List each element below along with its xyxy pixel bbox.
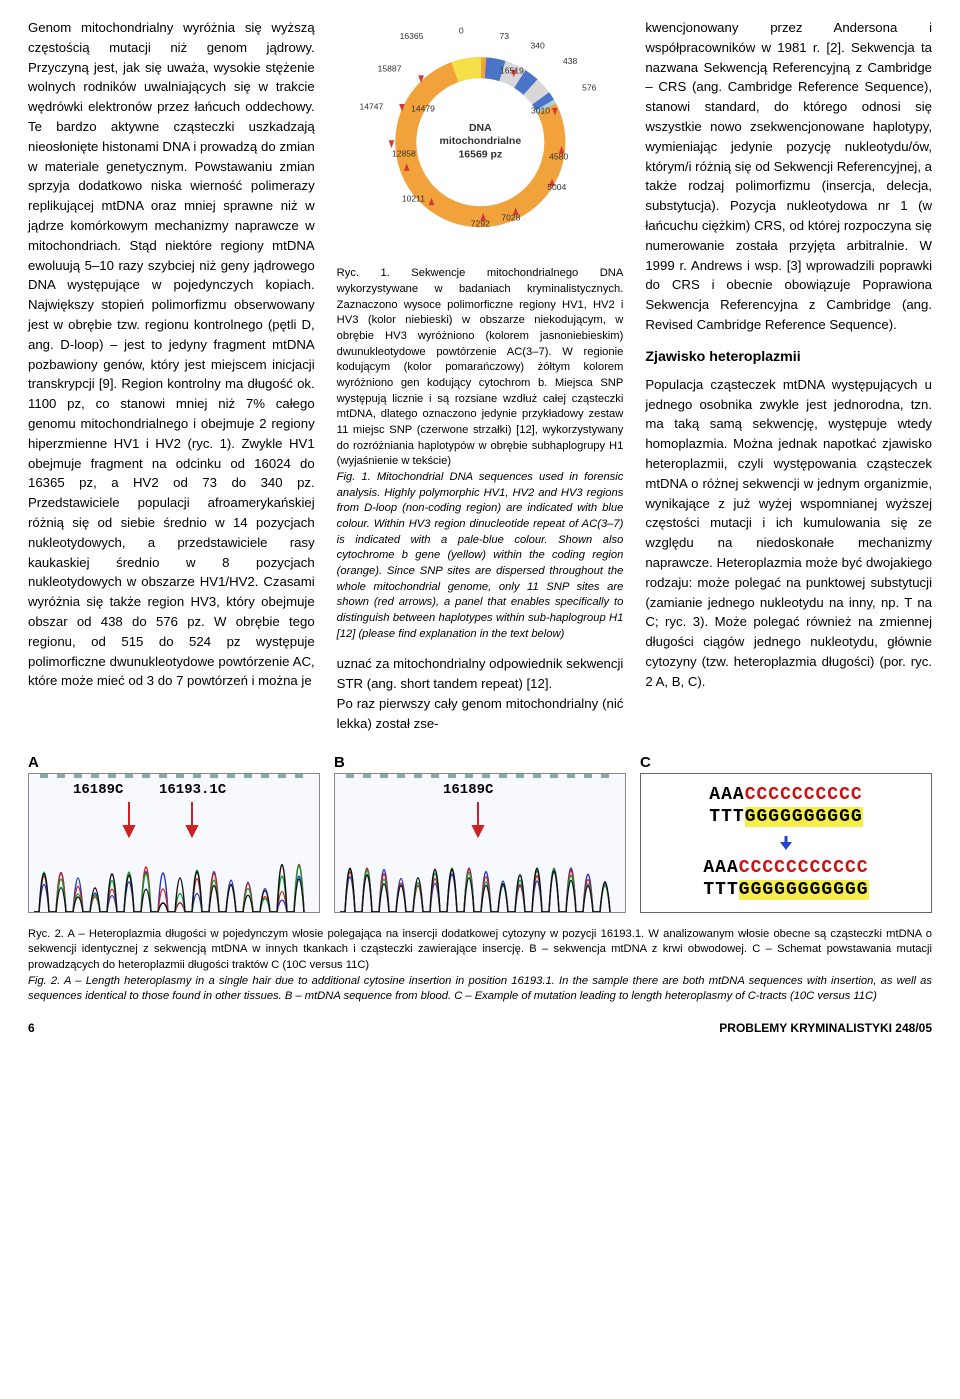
figure-2-caption: Ryc. 2. A – Heteroplazmia długości w poj… [28, 927, 932, 1005]
body-left: Genom mitochondrialny wyróżnia się wyższ… [28, 18, 315, 691]
svg-text:7292: 7292 [470, 218, 489, 228]
svg-text:0: 0 [459, 25, 464, 35]
svg-text:14747: 14747 [359, 102, 383, 112]
svg-text:15887: 15887 [377, 64, 401, 74]
figure-1-mtdna-ring: DNA mitochondrialne 16569 pz 16365 0 73 340… [337, 18, 624, 252]
svg-text:5004: 5004 [547, 182, 566, 192]
svg-text:16365: 16365 [399, 31, 423, 41]
panel-a-pos2: 16193.1C [159, 782, 226, 798]
figure-1-caption: Ryc. 1. Sekwencje mitochondrialnego DNA … [337, 266, 624, 642]
body-right-1: kwencjonowany przez Andersona i współpra… [645, 18, 932, 335]
chromatogram-b: 16189C [334, 773, 626, 913]
svg-text:340: 340 [530, 41, 545, 51]
tract-line-4: TTTGGGGGGGGGGG [703, 880, 868, 900]
panel-c-label: C [640, 754, 932, 771]
panel-a-pos1: 16189C [73, 782, 123, 798]
svg-text:16519: 16519 [500, 65, 524, 75]
ring-center-1: DNA [469, 122, 492, 134]
svg-text:438: 438 [563, 56, 578, 66]
panel-b-pos: 16189C [443, 782, 493, 798]
panel-a: A 16189C 16193.1C [28, 754, 320, 913]
middle-column: DNA mitochondrialne 16569 pz 16365 0 73 340… [337, 18, 624, 734]
heading-heteroplazmia: Zjawisko heteroplazmii [645, 349, 932, 365]
panel-b-label: B [334, 754, 626, 771]
tract-line-3: AAACCCCCCCCCCC [703, 858, 868, 878]
ring-center-2: mitochondrialne [439, 135, 521, 147]
svg-text:7028: 7028 [501, 213, 520, 223]
mtdna-ring-svg: DNA mitochondrialne 16569 pz 16365 0 73 340… [337, 18, 624, 247]
fig1-caption-en: Fig. 1. Mitochondrial DNA sequences used… [337, 471, 624, 640]
svg-text:4580: 4580 [549, 151, 568, 161]
body-mid: uznać za mitochondrialny odpowiednik sek… [337, 654, 624, 733]
svg-text:576: 576 [582, 83, 597, 93]
body-right-2: Populacja cząsteczek mtDNA występujących… [645, 375, 932, 692]
three-column-layout: Genom mitochondrialny wyróżnia się wyższ… [28, 18, 932, 734]
fig1-caption-pl: Ryc. 1. Sekwencje mitochondrialnego DNA … [337, 267, 624, 467]
svg-text:12858: 12858 [392, 149, 416, 159]
c-tracts-box: AAACCCCCCCCCC TTTGGGGGGGGGG AAACCCCCCCCC… [640, 773, 932, 913]
chromatogram-a: 16189C 16193.1C [28, 773, 320, 913]
journal-ref: PROBLEMY KRYMINALISTYKI 248/05 [719, 1021, 932, 1035]
tract-line-2: TTTGGGGGGGGGG [709, 807, 862, 827]
svg-text:73: 73 [499, 31, 509, 41]
tract-line-1: AAACCCCCCCCCC [709, 785, 862, 805]
svg-text:10211: 10211 [402, 193, 425, 203]
svg-text:14479: 14479 [411, 104, 435, 114]
page-footer: 6 PROBLEMY KRYMINALISTYKI 248/05 [28, 1021, 932, 1035]
svg-text:3010: 3010 [531, 106, 550, 116]
panel-b: B 16189C [334, 754, 626, 913]
panel-c: C AAACCCCCCCCCC TTTGGGGGGGGGG AAACCCCCCC… [640, 754, 932, 913]
left-column: Genom mitochondrialny wyróżnia się wyższ… [28, 18, 315, 734]
fig2-caption-pl: Ryc. 2. A – Heteroplazmia długości w poj… [28, 928, 932, 971]
figure-2-row: A 16189C 16193.1C B [28, 754, 932, 913]
ring-center-3: 16569 pz [458, 149, 502, 161]
page-number: 6 [28, 1021, 35, 1035]
panel-a-label: A [28, 754, 320, 771]
fig2-caption-en: Fig. 2. A – Length heteroplasmy in a sin… [28, 975, 932, 1003]
tract-arrow-icon [756, 834, 816, 856]
right-column: kwencjonowany przez Andersona i współpra… [645, 18, 932, 734]
